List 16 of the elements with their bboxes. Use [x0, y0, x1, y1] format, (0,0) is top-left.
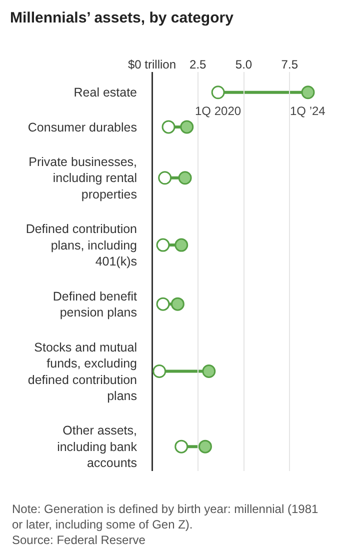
- y-tick-label: Other assets, including bank accounts: [57, 424, 138, 470]
- x-tick-label: 2.5: [190, 58, 207, 72]
- chart-title: Millennials’ assets, by category: [10, 10, 234, 26]
- y-tick-label: Consumer durables: [28, 120, 137, 134]
- y-tick-label: Defined benefit pension plans: [52, 289, 138, 320]
- source-note: Source: Federal Reserve: [12, 533, 146, 548]
- x-tick-label: $0 trillion: [128, 58, 176, 72]
- x-tick-label: 5.0: [235, 58, 252, 72]
- y-tick-label: Stocks and mutual funds, excluding defined contribution plans: [28, 340, 138, 403]
- y-tick-label: Private businesses, including rental properties: [28, 154, 137, 202]
- y-tick-label: Real estate: [74, 86, 138, 100]
- x-tick-label: 7.5: [281, 58, 298, 72]
- series-label: 1Q 2020: [195, 104, 242, 118]
- text: Note: Generation is defined by birth year: millennial (1981 or later, including some of Gen Z).: [12, 502, 318, 532]
- series-label: 1Q ’24: [290, 104, 326, 118]
- y-tick-label: Defined contribution plans, including 401(k)s: [26, 222, 138, 269]
